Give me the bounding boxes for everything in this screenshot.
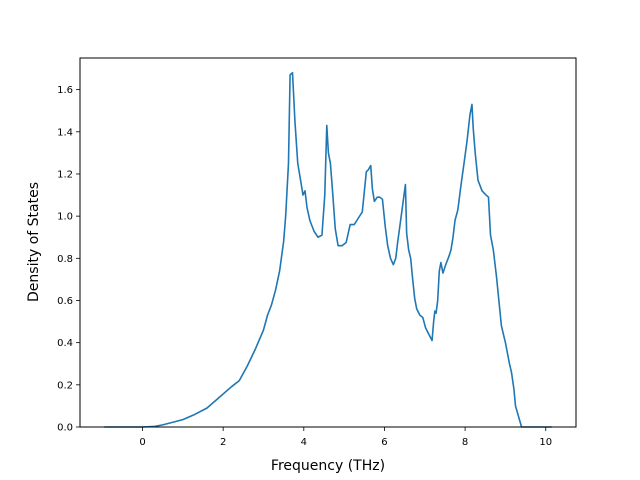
y-tick-label: 0.2 [57,380,73,391]
y-tick-label: 0.4 [57,338,73,349]
y-tick-label: 1.6 [57,85,73,96]
x-tick-label: 6 [381,437,387,448]
y-tick-label: 0.0 [57,423,73,434]
y-tick-label: 1.4 [57,127,73,138]
y-tick-label: 1.0 [57,212,73,223]
y-tick-label: 0.8 [57,254,73,265]
axes-frame [79,57,577,428]
y-tick-label: 1.2 [57,169,73,180]
x-tick-label: 0 [139,437,145,448]
y-tick-label: 0.6 [57,296,73,307]
x-axis-ticks: 0 2 4 6 8 10 [139,427,552,448]
y-axis-label: Density of States [26,182,42,302]
x-tick-label: 2 [220,437,226,448]
dos-series-line [104,71,552,428]
plot-area [104,71,552,428]
x-tick-label: 10 [539,437,552,448]
x-axis-label: Frequency (THz) [271,458,385,474]
x-tick-label: 4 [301,437,307,448]
y-axis-ticks: 0.0 0.2 0.4 0.6 0.8 1.0 1.2 1.4 1.6 [57,85,80,434]
x-tick-label: 8 [462,437,468,448]
